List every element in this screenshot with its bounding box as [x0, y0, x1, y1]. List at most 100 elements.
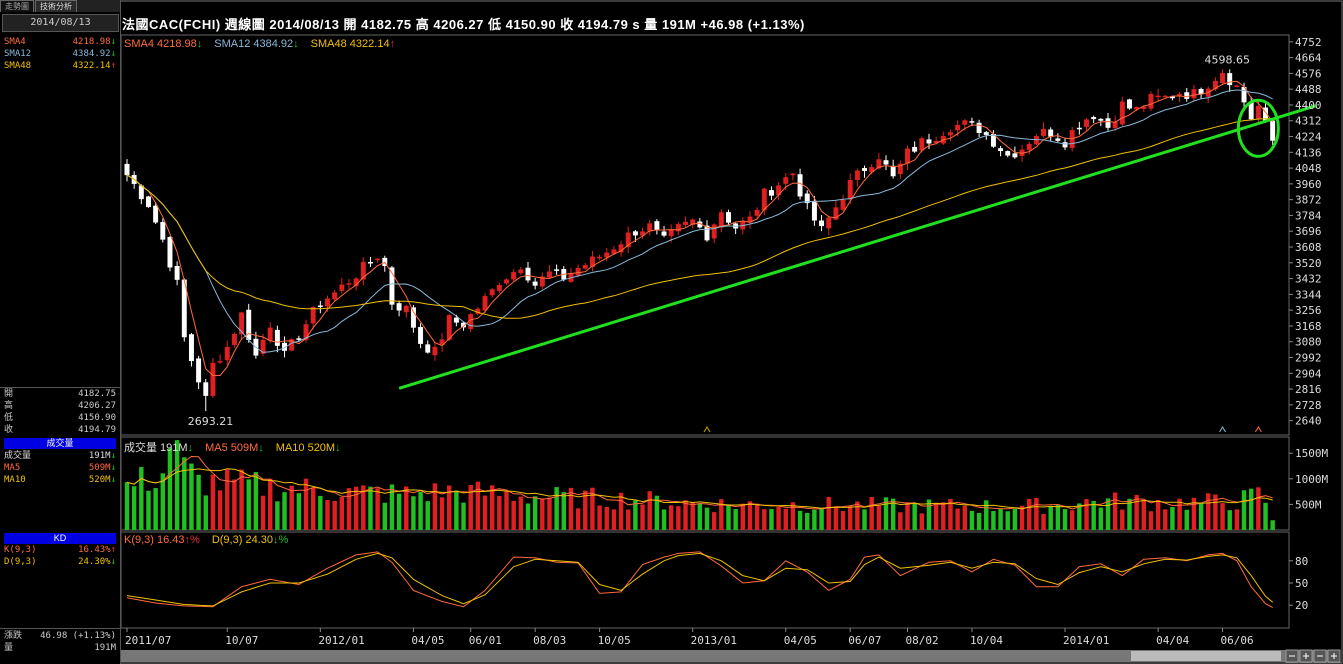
volume-bar	[1041, 514, 1046, 530]
arrow-down-icon: ↓	[187, 442, 194, 454]
candle	[754, 207, 760, 219]
zoom-in-icon[interactable]	[1327, 649, 1341, 663]
change-row-value: 46.98 (+1.13%)	[40, 631, 116, 641]
x-tick-label: 2012/01	[318, 634, 364, 647]
candle	[862, 165, 868, 178]
candle	[489, 287, 495, 298]
volume-bar	[318, 495, 323, 530]
sma-row-label: SMA48	[4, 61, 32, 71]
volume-bar	[260, 495, 266, 530]
volume-bar	[246, 479, 251, 530]
volume-bar	[1241, 490, 1247, 530]
volume-bar	[905, 502, 910, 530]
ohlc-row-value: 4182.75	[78, 389, 116, 399]
volume-bar	[439, 497, 445, 530]
volume-bar	[590, 487, 595, 530]
candle	[883, 155, 889, 171]
volume-bar	[1155, 500, 1161, 530]
volume-bar	[547, 497, 552, 530]
change-row-label: 漲跌	[4, 631, 23, 641]
volume-bar	[933, 502, 939, 530]
candle	[425, 340, 431, 354]
volume-bar	[948, 498, 953, 530]
candle	[726, 209, 731, 225]
x-tick-label: 2013/01	[691, 634, 737, 647]
volume-bar	[976, 512, 982, 530]
price-tick-label: 3608	[1295, 241, 1322, 254]
candle	[239, 311, 245, 340]
candle	[1227, 69, 1233, 92]
volume-bar	[375, 488, 380, 530]
volume-bar	[1084, 499, 1089, 530]
change-row: 漲跌 46.98 (+1.13%)	[4, 631, 116, 642]
volume-bar	[833, 506, 839, 530]
volume-row-label: MA5	[4, 463, 21, 473]
volume-bar	[131, 486, 137, 530]
candle	[317, 300, 323, 314]
candle	[1048, 127, 1054, 142]
volume-tick-label: 500M	[1295, 498, 1322, 511]
candle	[188, 333, 194, 367]
zoom-out-icon[interactable]	[1285, 649, 1299, 663]
low-label: 2693.21	[188, 415, 234, 428]
volume-row-label: MA10	[4, 475, 26, 485]
candle	[840, 194, 846, 212]
zoom-in-icon[interactable]	[1299, 649, 1313, 663]
ohlc-row-label: 高	[4, 401, 14, 411]
kd-row-label: K(9,3)	[4, 545, 37, 555]
volume-bar	[805, 512, 810, 530]
tab-technical-analysis[interactable]: 技術分析	[35, 0, 77, 12]
arrow-down-icon: ↓	[293, 38, 299, 50]
volume-bar	[389, 484, 395, 530]
candle	[897, 160, 903, 179]
candle	[1169, 95, 1175, 101]
volume-bar	[1220, 503, 1225, 530]
candle	[403, 304, 409, 318]
candle	[1084, 118, 1089, 132]
view-tabs: 走勢圖 技術分析	[0, 0, 120, 12]
candle	[711, 223, 717, 244]
kd-tick-label: 20	[1295, 599, 1308, 612]
volume-bar	[325, 500, 330, 530]
candlestick-series	[124, 69, 1276, 412]
volume-bar	[253, 472, 259, 530]
candle	[246, 303, 252, 343]
candle	[589, 250, 595, 272]
volume-bar	[790, 502, 796, 530]
x-tick-label: 2014/01	[1063, 634, 1109, 647]
volume-bar	[668, 505, 674, 530]
zoom-out-icon[interactable]	[1313, 649, 1327, 663]
volume-bar	[525, 503, 531, 530]
volume-bar	[819, 508, 824, 530]
volume-bar	[153, 488, 158, 530]
volume-bar	[518, 496, 524, 530]
kd-tick-label: 80	[1295, 555, 1308, 568]
candle	[418, 323, 424, 349]
volume-bar	[762, 509, 767, 530]
x-tick-label: 2011/07	[125, 634, 171, 647]
volume-bar	[862, 509, 867, 530]
scrollbar-thumb[interactable]	[1131, 651, 1281, 661]
volume-bar	[1148, 511, 1154, 530]
arrow-down-icon: ↓	[110, 557, 116, 567]
scrollbar-track[interactable]	[121, 650, 1339, 662]
candle	[890, 159, 896, 179]
volume-bar	[1120, 509, 1125, 530]
panel-frame	[120, 34, 1290, 436]
trendline	[398, 104, 1317, 390]
arrow-up-icon: ↑%	[184, 534, 200, 546]
price-tick-label: 4488	[1295, 83, 1322, 96]
volume-bar	[1127, 498, 1132, 530]
tab-tick-chart[interactable]: 走勢圖	[0, 0, 34, 12]
candle	[640, 227, 646, 239]
volume-bar	[540, 498, 545, 530]
legend-entry: SMA4 4218.98↓	[124, 38, 203, 50]
change-row-label: 量	[4, 643, 14, 653]
scrollbar[interactable]	[121, 649, 1341, 663]
volume-bar	[346, 488, 352, 530]
panel-frame	[120, 531, 1290, 629]
x-tick-label: 10/07	[225, 634, 258, 647]
candle	[468, 312, 474, 333]
volume-bar	[654, 495, 660, 530]
